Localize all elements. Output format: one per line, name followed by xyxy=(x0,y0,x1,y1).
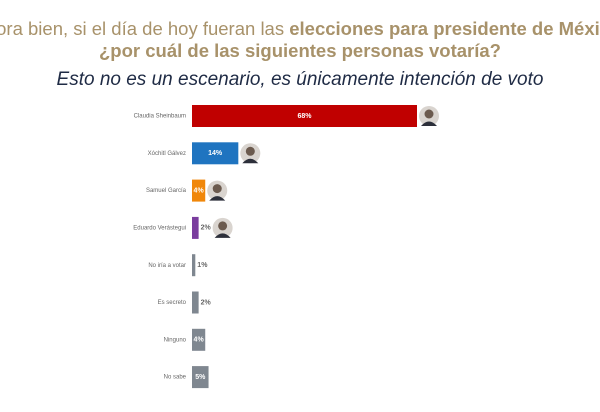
title-part: elecciones para presidente de México, xyxy=(289,18,600,39)
candidate-photo-body xyxy=(209,196,226,201)
candidate-photo-head xyxy=(245,146,255,156)
value-label: 2% xyxy=(201,225,212,232)
bar xyxy=(192,328,206,351)
value-label: 14% xyxy=(208,150,223,157)
category-label: Ninguno xyxy=(164,337,187,343)
candidate-photo-body xyxy=(242,158,259,164)
candidate-photo-body xyxy=(214,233,231,238)
category-label: Samuel García xyxy=(146,188,187,194)
value-label: 2% xyxy=(201,299,212,306)
bar xyxy=(192,254,196,277)
chart-title: ¿por cuál de las siguientes personas vot… xyxy=(99,40,501,61)
bar xyxy=(192,105,417,127)
chart-subtitle: Esto no es un escenario, es únicamente i… xyxy=(57,69,544,90)
category-label: No sabe xyxy=(164,375,187,381)
value-label: 68% xyxy=(297,113,312,120)
chart-title: Ahora bien, si el día de hoy fueran las … xyxy=(0,18,600,39)
bar xyxy=(192,216,199,239)
value-label: 4% xyxy=(194,187,205,194)
candidate-photo-body xyxy=(421,121,437,126)
category-label: Es secreto xyxy=(158,300,187,306)
title-part: Ahora bien, si el día de hoy fueran las xyxy=(0,18,289,39)
bar xyxy=(192,291,199,314)
candidate-photo-head xyxy=(212,184,222,194)
category-label: Xóchitl Gálvez xyxy=(148,151,186,157)
value-label: 1% xyxy=(197,262,208,269)
candidate-photo-head xyxy=(424,109,434,119)
bar xyxy=(192,179,206,202)
value-label: 5% xyxy=(195,374,206,381)
category-label: Eduardo Verástegui xyxy=(133,225,186,231)
candidate-photo-head xyxy=(218,221,228,231)
bar xyxy=(192,142,239,165)
value-label: 4% xyxy=(194,337,205,344)
category-label: Claudia Sheinbaum xyxy=(134,114,186,120)
category-label: No iría a votar xyxy=(148,263,186,269)
bar xyxy=(192,366,209,389)
